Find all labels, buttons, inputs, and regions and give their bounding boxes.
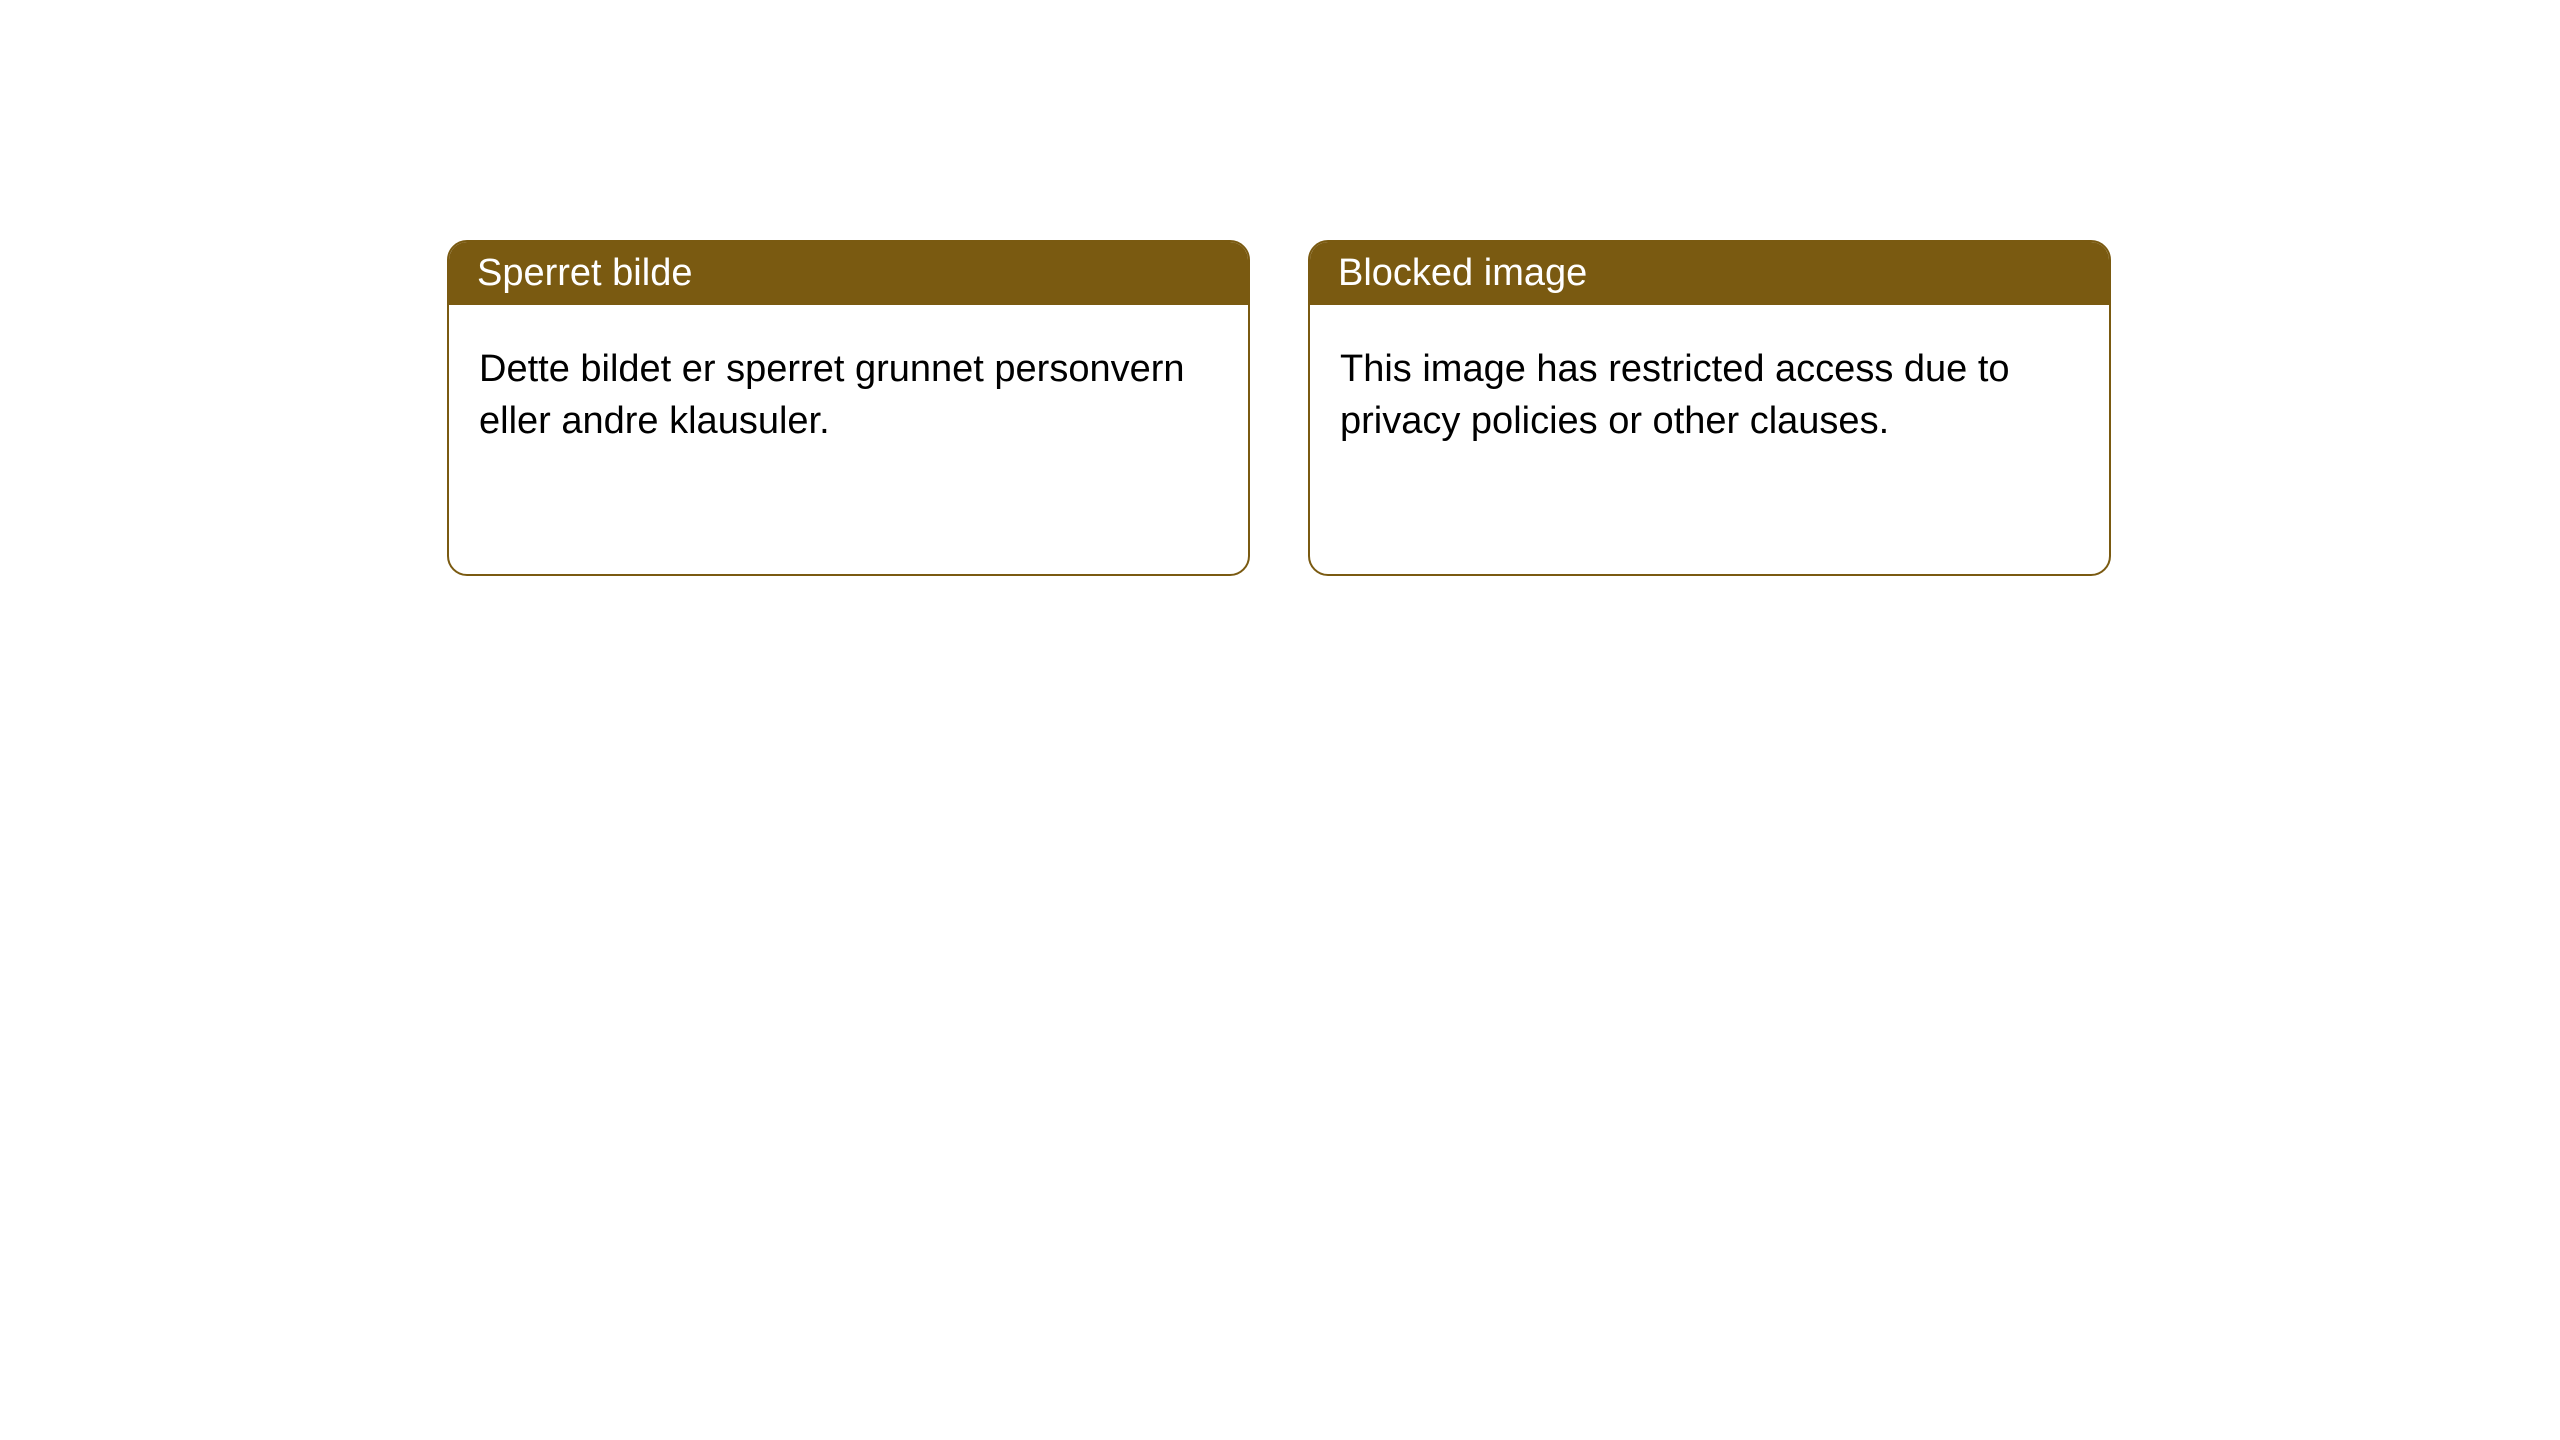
card-header-english: Blocked image [1310, 242, 2109, 305]
notice-container: Sperret bilde Dette bildet er sperret gr… [447, 240, 2111, 576]
card-header-norwegian: Sperret bilde [449, 242, 1248, 305]
card-title-norwegian: Sperret bilde [477, 252, 692, 294]
notice-card-english: Blocked image This image has restricted … [1308, 240, 2111, 576]
notice-card-norwegian: Sperret bilde Dette bildet er sperret gr… [447, 240, 1250, 576]
card-title-english: Blocked image [1338, 252, 1587, 294]
card-text-norwegian: Dette bildet er sperret grunnet personve… [479, 348, 1185, 442]
card-body-norwegian: Dette bildet er sperret grunnet personve… [449, 305, 1248, 486]
card-body-english: This image has restricted access due to … [1310, 305, 2109, 486]
card-text-english: This image has restricted access due to … [1340, 348, 2010, 442]
